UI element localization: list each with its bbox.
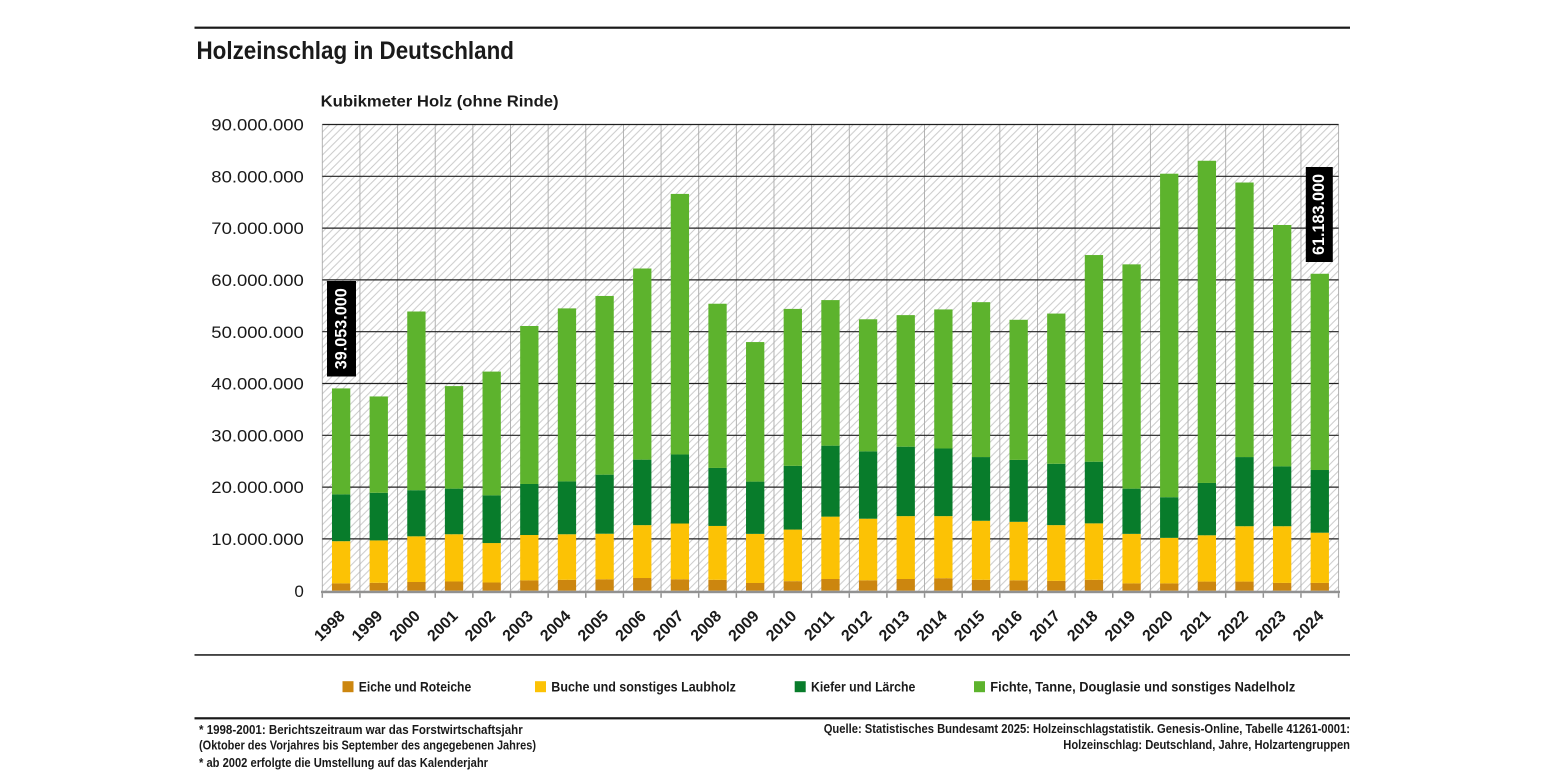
svg-text:Holzeinschlag in Deutschland: Holzeinschlag in Deutschland: [197, 37, 515, 65]
svg-text:10.000.000: 10.000.000: [211, 530, 304, 549]
svg-text:(Oktober des Vorjahres bis Sep: (Oktober des Vorjahres bis September des…: [199, 738, 536, 752]
svg-text:30.000.000: 30.000.000: [211, 426, 304, 445]
svg-text:20.000.000: 20.000.000: [211, 478, 304, 497]
svg-text:* 1998-2001: Berichtszeitraum: * 1998-2001: Berichtszeitraum war das Fo…: [199, 723, 523, 737]
svg-text:0: 0: [294, 582, 303, 601]
svg-text:* ab 2002 erfolgte die Umstell: * ab 2002 erfolgte die Umstellung auf da…: [199, 756, 488, 770]
svg-text:Holzeinschlag: Deutschland, Ja: Holzeinschlag: Deutschland, Jahre, Holza…: [1063, 738, 1350, 752]
svg-text:39.053.000: 39.053.000: [332, 288, 350, 369]
svg-text:Quelle: Statistisches Bundesam: Quelle: Statistisches Bundesamt 2025: Ho…: [824, 722, 1350, 736]
svg-text:70.000.000: 70.000.000: [211, 219, 304, 238]
svg-text:60.000.000: 60.000.000: [211, 271, 304, 290]
svg-text:Kiefer und Lärche: Kiefer und Lärche: [811, 678, 915, 694]
svg-text:Kubikmeter Holz (ohne Rinde): Kubikmeter Holz (ohne Rinde): [321, 94, 559, 111]
svg-text:80.000.000: 80.000.000: [211, 167, 304, 186]
svg-text:61.183.000: 61.183.000: [1310, 174, 1328, 255]
svg-text:90.000.000: 90.000.000: [211, 116, 304, 135]
svg-text:Buche und sonstiges Laubholz: Buche und sonstiges Laubholz: [551, 678, 736, 694]
svg-text:40.000.000: 40.000.000: [211, 375, 304, 394]
svg-text:50.000.000: 50.000.000: [211, 323, 304, 342]
svg-text:Fichte, Tanne, Douglasie und s: Fichte, Tanne, Douglasie und sonstiges N…: [990, 678, 1295, 694]
svg-text:Eiche und Roteiche: Eiche und Roteiche: [359, 678, 472, 694]
